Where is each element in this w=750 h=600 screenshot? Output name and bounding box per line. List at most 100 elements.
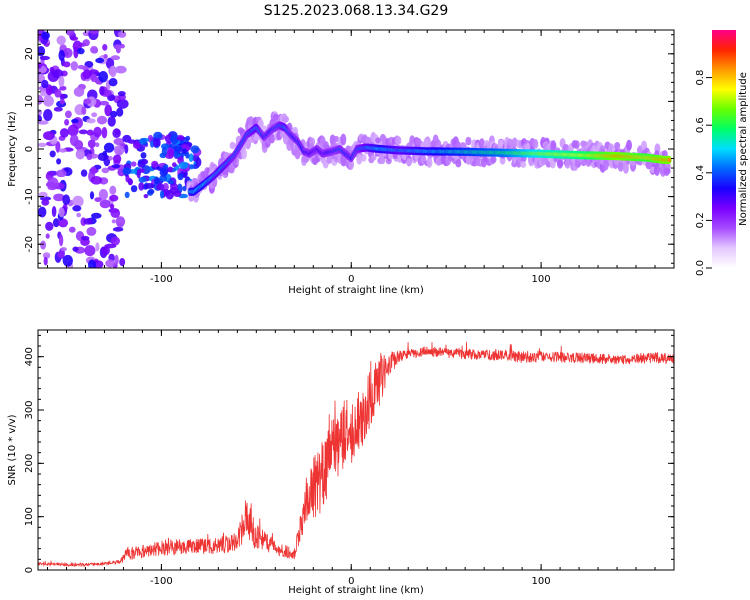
heatmap-scatter-cell [182,168,187,173]
heatmap-noise-cell [109,203,115,209]
snr-plot-area [38,330,674,570]
heatmap-noise-cell [108,78,118,87]
heatmap-halo-cell [550,140,557,152]
heatmap-scatter-cell [171,162,177,168]
heatmap-noise-cell [80,169,88,177]
heatmap-noise-cell [90,166,97,175]
heatmap-halo-cell [249,136,256,143]
heatmap-scatter-cell [164,151,175,160]
heatmap-scatter-cell [170,134,179,145]
heatmap-scatter-cell [151,160,159,168]
heatmap-noise-cell [112,227,124,232]
heatmap-noise-cell [88,30,100,34]
heatmap-scatter-cell [122,167,132,175]
heatmap-scatter-cell [124,191,130,199]
heatmap-scatter-cell [188,153,194,162]
snr-frame [37,329,675,571]
heatmap-noise-cell [98,70,109,83]
heatmap-scatter-cell [182,185,187,192]
heatmap-noise-cell [72,246,79,252]
heatmap-noise-cell [116,98,129,109]
heatmap-scatter-cell [140,158,149,165]
snr-panel: -100 0 100 0 100 200 300 400 Height of straight… [7,329,675,596]
heatmap-scatter-cell [178,161,189,170]
heatmap-noise-cell [94,142,100,147]
heatmap-noise-cell [88,259,96,268]
heatmap-scatter-cell [139,138,147,145]
heatmap-noise-cell [72,205,82,212]
heatmap-noise-cell [110,110,118,118]
heatmap-noise-cell [38,191,48,198]
heatmap-noise-cell [43,109,53,121]
heatmap-noise-cell [81,106,87,115]
heatmap-noise-cell [90,73,97,83]
x-tick-label: -100 [150,576,173,587]
heatmap-halo-cell [340,157,347,167]
heatmap-scatter-cell [181,148,188,155]
y-tick-label: 200 [24,454,35,473]
heatmap-noise-cell [109,185,117,195]
heatmap-noise-cell [94,197,102,202]
heatmap-scatter-cell [173,145,183,152]
heatmap-halo-cell [582,140,588,148]
heatmap-noise-cell [108,156,113,161]
heatmap-noise-cell [117,30,127,38]
heatmap-noise-cell [58,234,64,247]
colorbar-label: Normalized spectral amplitude [738,72,749,226]
heatmap-halo-cell [370,154,377,161]
heatmap-x-axis-label: Height of straight line (km) [288,285,424,296]
heatmap-scatter-cell [147,188,155,195]
heatmap-scatter-cell [177,173,184,181]
heatmap-scatter-cell [190,145,200,154]
heatmap-noise-cell [73,86,85,97]
heatmap-noise-cell [109,194,119,202]
heatmap-scatter-cell [162,182,169,192]
heatmap-halo-cell [557,159,563,169]
heatmap-noise-cell [101,246,110,256]
heatmap-noise-cell [67,124,79,137]
heatmap-halo-cell [520,161,527,168]
heatmap-noise-cell [41,199,50,206]
heatmap-noise-cell [115,216,126,228]
heatmap-halo-cell [375,137,382,144]
heatmap-noise-cell [116,107,124,117]
heatmap-halo-cell [395,136,402,145]
heatmap-noise-cell [119,257,126,267]
colorbar-gradient [712,30,736,268]
heatmap-halo-cell [415,137,422,146]
heatmap-noise-cell [86,129,94,136]
heatmap-halo-cell [654,164,660,176]
colorbar-tick-label: 0.8 [695,70,706,86]
heatmap-noise-cell [38,142,47,148]
heatmap-halo-cell [455,158,462,168]
heatmap-halo-cell [573,140,580,149]
snr-axis-ticks: -100 0 100 0 100 200 300 400 [24,330,675,587]
heatmap-scatter-cell [159,167,168,177]
heatmap-halo-cell [614,141,621,150]
heatmap-scatter-cell [185,135,191,141]
y-tick-label: 0 [24,567,35,573]
heatmap-noise-cell [110,55,121,61]
heatmap-scatter-cell [159,175,168,182]
heatmap-scatter-cell [156,138,161,147]
heatmap-noise-cell [101,167,110,174]
heatmap-noise-cell [51,206,57,218]
heatmap-noise-cell [56,158,62,165]
heatmap-noise-cell [113,145,125,156]
heatmap-scatter-cell [167,179,174,185]
heatmap-noise-cell [91,112,98,118]
colorbar-tick-label: 0.6 [695,117,706,133]
heatmap-noise-cell [76,212,82,218]
heatmap-halo-cell [406,158,413,166]
heatmap-noise-cell [89,45,99,54]
heatmap-noise-cell [59,98,65,105]
heatmap-scatter-cell [130,185,138,193]
x-tick-label: 0 [348,274,354,285]
colorbar-tick-label: 0.4 [695,165,706,181]
heatmap-noise-cell [103,142,115,153]
heatmap-y-axis-label: Frequency (Hz) [7,111,18,187]
y-tick-label: 10 [24,95,35,108]
